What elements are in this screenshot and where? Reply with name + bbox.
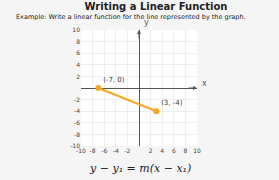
- svg-text:-8: -8: [90, 147, 96, 154]
- svg-text:x: x: [202, 79, 207, 88]
- svg-text:6: 6: [76, 49, 80, 56]
- svg-text:y: y: [144, 18, 149, 27]
- svg-text:4: 4: [160, 147, 164, 154]
- svg-text:8: 8: [183, 147, 187, 154]
- svg-text:8: 8: [76, 38, 80, 45]
- svg-text:-10: -10: [70, 142, 80, 149]
- svg-text:-10: -10: [76, 147, 86, 154]
- svg-text:Example: Write a linear functi: Example: Write a linear function for the…: [16, 13, 246, 21]
- svg-text:2: 2: [76, 73, 80, 80]
- svg-text:-4: -4: [74, 107, 80, 114]
- svg-text:10: 10: [193, 147, 201, 154]
- svg-text:6: 6: [172, 147, 176, 154]
- svg-text:(-7, 0): (-7, 0): [103, 76, 125, 84]
- svg-text:-6: -6: [101, 147, 107, 154]
- svg-text:-8: -8: [74, 131, 80, 138]
- svg-text:-2: -2: [74, 96, 80, 103]
- svg-text:-6: -6: [74, 119, 80, 126]
- svg-text:10: 10: [72, 26, 80, 33]
- svg-text:4: 4: [76, 61, 80, 68]
- svg-text:2: 2: [149, 147, 153, 154]
- svg-text:-4: -4: [113, 147, 119, 154]
- svg-text:-2: -2: [124, 147, 130, 154]
- svg-text:y − y₁ = m(x − x₁): y − y₁ = m(x − x₁): [89, 162, 191, 175]
- svg-text:Writing a Linear Function: Writing a Linear Function: [84, 1, 227, 12]
- svg-text:(3, -4): (3, -4): [161, 99, 183, 107]
